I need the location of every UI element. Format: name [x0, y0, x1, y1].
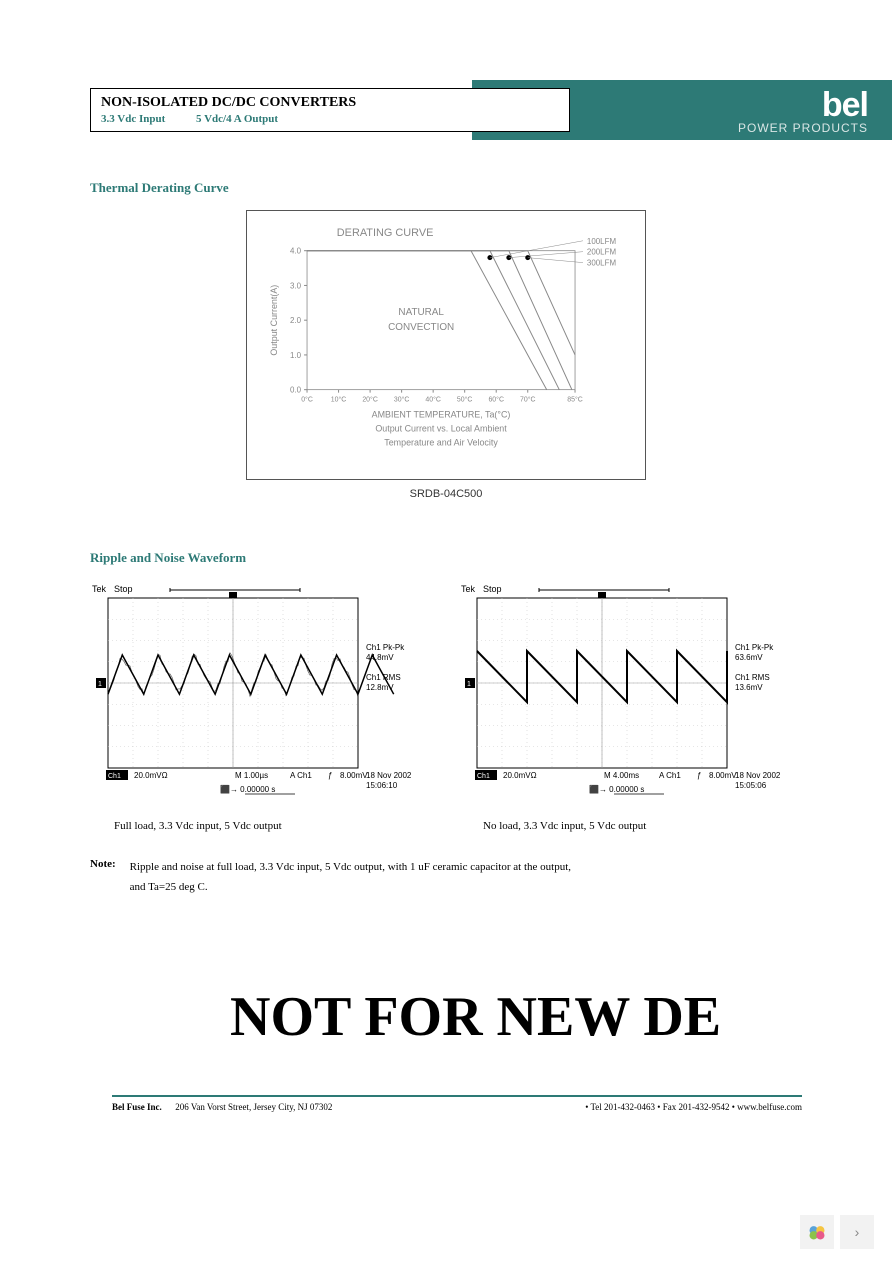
svg-text:63.6mV: 63.6mV — [735, 653, 763, 662]
svg-text:30°C: 30°C — [394, 396, 410, 404]
svg-text:8.00mV: 8.00mV — [340, 771, 368, 780]
svg-text:Ch1 RMS: Ch1 RMS — [735, 673, 770, 682]
svg-text:CONVECTION: CONVECTION — [388, 322, 454, 333]
svg-text:3.0: 3.0 — [290, 281, 302, 290]
svg-text:1: 1 — [467, 681, 471, 688]
watermark: NOT FOR NEW DE — [230, 985, 721, 1049]
svg-text:Stop: Stop — [114, 584, 133, 594]
svg-text:Tek: Tek — [461, 584, 476, 594]
derating-svg: DERATING CURVE 0.0 1.0 2.0 3.0 4.0 Output Curr… — [247, 211, 645, 479]
svg-text:Output Current(A): Output Current(A) — [269, 285, 279, 356]
logo: bel — [822, 86, 868, 125]
section-heading-derating: Thermal Derating Curve — [90, 180, 802, 196]
svg-text:Ch1 Pk-Pk: Ch1 Pk-Pk — [366, 643, 405, 652]
footer: Bel Fuse Inc. 206 Van Vorst Street, Jers… — [112, 1102, 802, 1112]
logo-text: bel — [822, 86, 868, 125]
svg-text:12.8mV: 12.8mV — [366, 683, 394, 692]
svg-text:200LFM: 200LFM — [587, 248, 616, 257]
scope-svg-2: Tek Stop 1 Ch1 Pk-Pk63.6mV Ch1 RMS13.6mV Ch1 2… — [459, 580, 804, 805]
svg-text:15:06:10: 15:06:10 — [366, 781, 398, 790]
svg-text:100LFM: 100LFM — [587, 237, 616, 246]
svg-text:ƒ: ƒ — [697, 771, 701, 780]
page-subtitle: 3.3 Vdc Input 5 Vdc/4 A Output — [101, 113, 559, 125]
svg-text:15:05:06: 15:05:06 — [735, 781, 767, 790]
svg-text:ƒ: ƒ — [328, 771, 332, 780]
svg-text:⬛→ 0.00000 s: ⬛→ 0.00000 s — [220, 784, 275, 794]
footer-contact: • Tel 201-432-0463 • Fax 201-432-9542 • … — [585, 1102, 802, 1112]
svg-text:Temperature and Air Velocity: Temperature and Air Velocity — [384, 437, 498, 447]
svg-text:Stop: Stop — [483, 584, 502, 594]
svg-text:18 Nov 2002: 18 Nov 2002 — [735, 771, 781, 780]
svg-text:44.8mV: 44.8mV — [366, 653, 394, 662]
pager-logo-button[interactable] — [800, 1215, 834, 1249]
svg-text:10°C: 10°C — [331, 396, 347, 404]
svg-text:40°C: 40°C — [425, 396, 441, 404]
svg-text:Ch1 RMS: Ch1 RMS — [366, 673, 401, 682]
logo-subtitle: POWER PRODUCTS — [738, 121, 868, 135]
input-spec: 3.3 Vdc Input — [101, 113, 165, 125]
svg-text:13.6mV: 13.6mV — [735, 683, 763, 692]
svg-text:M 1.00µs: M 1.00µs — [235, 771, 268, 780]
svg-text:18 Nov 2002: 18 Nov 2002 — [366, 771, 412, 780]
pager-next-button[interactable]: › — [840, 1215, 874, 1249]
svg-text:AMBIENT TEMPERATURE, Ta(°C): AMBIENT TEMPERATURE, Ta(°C) — [372, 409, 511, 419]
page: bel POWER PRODUCTS NON-ISOLATED DC/DC CO… — [0, 0, 892, 898]
derating-caption: SRDB-04C500 — [410, 488, 483, 500]
svg-text:60°C: 60°C — [488, 396, 504, 404]
svg-text:50°C: 50°C — [457, 396, 473, 404]
svg-text:1: 1 — [98, 681, 102, 688]
section-heading-ripple: Ripple and Noise Waveform — [90, 550, 802, 566]
svg-text:Ch1: Ch1 — [108, 773, 121, 780]
svg-text:70°C: 70°C — [520, 396, 536, 404]
svg-text:Output Current vs. Local Ambie: Output Current vs. Local Ambient — [375, 423, 507, 433]
svg-text:300LFM: 300LFM — [587, 259, 616, 268]
chevron-right-icon: › — [855, 1224, 860, 1240]
svg-text:NATURAL: NATURAL — [398, 307, 444, 318]
svg-text:20°C: 20°C — [362, 396, 378, 404]
svg-text:8.00mV: 8.00mV — [709, 771, 737, 780]
scope-svg-1: Tek Stop 1 Ch1 Pk-Pk44.8mV Ch1 RMS12.8mV Ch1 2… — [90, 580, 435, 805]
pager: › — [800, 1215, 874, 1249]
svg-text:A Ch1: A Ch1 — [659, 771, 681, 780]
svg-text:0.0: 0.0 — [290, 386, 302, 395]
note: Note: Ripple and noise at full load, 3.3… — [90, 858, 802, 898]
note-text: Ripple and noise at full load, 3.3 Vdc i… — [130, 858, 571, 898]
footer-address: 206 Van Vorst Street, Jersey City, NJ 07… — [175, 1102, 332, 1112]
svg-text:1.0: 1.0 — [290, 351, 302, 360]
scope-no-load: Tek Stop 1 Ch1 Pk-Pk63.6mV Ch1 RMS13.6mV Ch1 2… — [459, 580, 804, 832]
svg-text:4.0: 4.0 — [290, 247, 302, 256]
svg-text:0°C: 0°C — [301, 396, 313, 404]
svg-text:Tek: Tek — [92, 584, 107, 594]
svg-text:Ch1 Pk-Pk: Ch1 Pk-Pk — [735, 643, 774, 652]
footer-left: Bel Fuse Inc. 206 Van Vorst Street, Jers… — [112, 1102, 332, 1112]
svg-text:20.0mVΩ: 20.0mVΩ — [134, 771, 168, 780]
output-spec: 5 Vdc/4 A Output — [196, 113, 278, 125]
page-title: NON-ISOLATED DC/DC CONVERTERS — [101, 95, 559, 111]
svg-text:Ch1: Ch1 — [477, 773, 490, 780]
scope-caption-1: Full load, 3.3 Vdc input, 5 Vdc output — [114, 820, 435, 832]
svg-text:DERATING CURVE: DERATING CURVE — [337, 227, 434, 239]
derating-chart: DERATING CURVE 0.0 1.0 2.0 3.0 4.0 Output Curr… — [246, 210, 646, 480]
derating-figure: DERATING CURVE 0.0 1.0 2.0 3.0 4.0 Output Curr… — [90, 210, 802, 500]
flower-icon — [807, 1222, 827, 1242]
note-label: Note: — [90, 858, 116, 898]
svg-text:20.0mVΩ: 20.0mVΩ — [503, 771, 537, 780]
title-box: NON-ISOLATED DC/DC CONVERTERS 3.3 Vdc In… — [90, 88, 570, 131]
svg-text:M 4.00ms: M 4.00ms — [604, 771, 639, 780]
svg-text:⬛→ 0.00000 s: ⬛→ 0.00000 s — [589, 784, 644, 794]
note-line-2: and Ta=25 deg C. — [130, 881, 208, 893]
footer-company: Bel Fuse Inc. — [112, 1102, 162, 1112]
header: bel POWER PRODUCTS NON-ISOLATED DC/DC CO… — [90, 80, 802, 140]
note-line-1: Ripple and noise at full load, 3.3 Vdc i… — [130, 861, 571, 873]
svg-text:2.0: 2.0 — [290, 316, 302, 325]
scope-row: TekStop1Ch1 Pk-Pk44.8mVCh1 RMS12.8mVCh12… — [90, 580, 802, 832]
scope-full-load: Tek Stop 1 Ch1 Pk-Pk44.8mV Ch1 RMS12.8mV Ch1 2… — [90, 580, 435, 832]
svg-text:A Ch1: A Ch1 — [290, 771, 312, 780]
svg-text:85°C: 85°C — [567, 396, 583, 404]
footer-rule — [112, 1095, 802, 1097]
scope-caption-2: No load, 3.3 Vdc input, 5 Vdc output — [483, 820, 804, 832]
